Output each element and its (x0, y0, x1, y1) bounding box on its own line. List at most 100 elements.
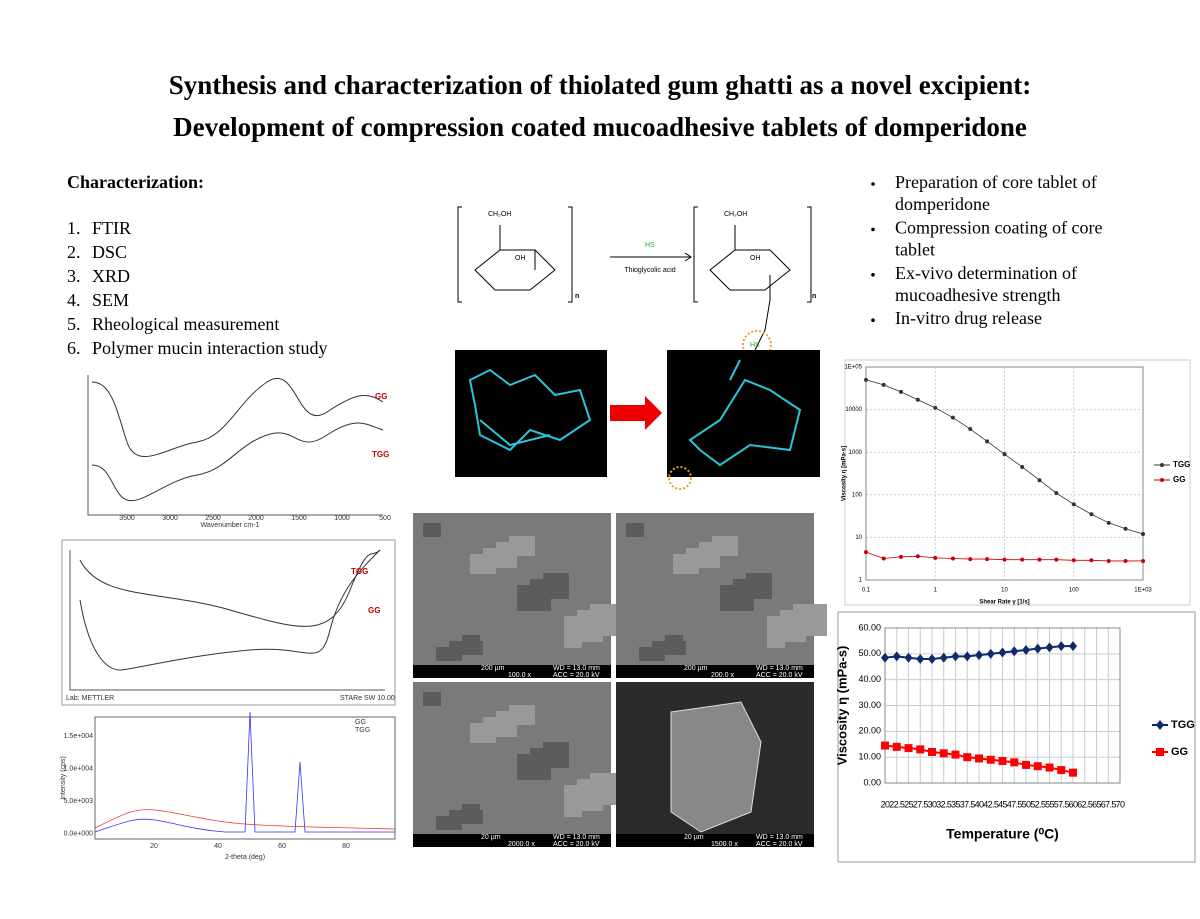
plot-frame (865, 366, 1144, 581)
point (1089, 558, 1094, 563)
sem-acc: ACC = 20.0 kV (553, 841, 600, 848)
arrow (610, 396, 662, 430)
sem-bar (413, 834, 611, 847)
particle (509, 705, 535, 725)
bullet (871, 318, 875, 323)
point (985, 439, 990, 444)
item-number: 6. (67, 338, 81, 358)
point (1002, 452, 1007, 457)
step-text: In-vitro drug release (895, 308, 1042, 328)
x-tick-label: 55 (1045, 799, 1054, 809)
sem-bar (616, 834, 814, 847)
x-axis-title: Temperature (⁰C) (946, 826, 1059, 842)
sem-bar (413, 665, 611, 678)
point (1045, 642, 1054, 653)
point (933, 405, 938, 410)
y-tick-label: 100 (852, 492, 863, 498)
model-bonds (688, 359, 802, 467)
tick-label: 2500 (205, 515, 221, 522)
legend-marker (1160, 478, 1164, 482)
legend-label: GG (1173, 475, 1185, 484)
point (881, 382, 886, 387)
point (975, 754, 983, 763)
point (1123, 526, 1128, 531)
point (1069, 768, 1077, 777)
step-line: mucoadhesive strength (895, 285, 1060, 305)
tick-label: 60 (278, 843, 286, 850)
particle (626, 523, 644, 537)
y-tick-label: 1 (859, 578, 863, 584)
point (1123, 558, 1128, 563)
item-text: Rheological measurement (92, 314, 279, 334)
point (1071, 558, 1076, 563)
particle (670, 701, 762, 833)
ftir-label: GG (375, 392, 387, 401)
point (1045, 763, 1054, 772)
particle (509, 536, 535, 556)
point (904, 652, 913, 663)
point (892, 742, 901, 751)
point (864, 550, 868, 555)
sem-mag: 100.0 x (508, 672, 531, 679)
particle (462, 804, 480, 818)
tick-label: 5.0e+003 (64, 798, 93, 805)
item-number: 5. (67, 314, 81, 334)
particle (746, 573, 772, 599)
point (892, 651, 901, 662)
particle (665, 635, 683, 649)
atom: n (812, 293, 816, 300)
x-tick-label: 32.5 (936, 799, 952, 809)
point (881, 741, 889, 750)
point (1037, 478, 1042, 483)
y-tick-label: 1000 (849, 450, 863, 456)
legend-label: TGG (1173, 460, 1190, 469)
x-tick-label: 37.5 (960, 799, 976, 809)
tick-label: 3500 (119, 515, 135, 522)
sem-acc: ACC = 20.0 kV (756, 672, 803, 679)
ftir-panel (87, 375, 384, 516)
dsc-footer: Lab: METTLER (66, 695, 114, 702)
x-tick-label: 25 (904, 799, 913, 809)
tick-label: 1000 (334, 515, 350, 522)
step-line: Preparation of core tablet of (895, 172, 1097, 192)
step-text: Compression coating of core tablet (895, 218, 1102, 260)
point (950, 415, 955, 420)
highlight (668, 466, 692, 490)
point (928, 748, 936, 756)
point (986, 648, 995, 659)
point (1054, 557, 1059, 562)
atom: CH₂OH (724, 211, 747, 218)
sem-mag: 1500.0 x (711, 841, 738, 848)
item-number: 3. (67, 266, 81, 286)
ftir-label: TGG (372, 450, 389, 459)
x-tick-label: 35 (951, 799, 960, 809)
particle (793, 604, 827, 636)
tick-label: 1500 (291, 515, 307, 522)
point (1033, 643, 1042, 654)
y-tick-label: 60.00 (858, 622, 881, 632)
sem-bar (616, 665, 814, 678)
x-axis-title: Shear Rate γ [1/s] (979, 600, 1029, 606)
tick-label: 2000 (248, 515, 264, 522)
legend-label: TGG (355, 727, 370, 734)
sem-scale: 200 µm (684, 665, 708, 672)
bullet (871, 273, 875, 277)
tick-label: 20 (150, 843, 158, 850)
sem-scale: 20 µm (481, 834, 501, 841)
y-tick-label: 50.00 (858, 648, 881, 658)
axis-title: Wavenumber cm-1 (201, 522, 260, 529)
point (968, 557, 973, 562)
step-text: Preparation of core tablet of domperidone (895, 172, 1097, 214)
atom: HS (645, 242, 655, 249)
point (968, 427, 973, 432)
model-bonds (468, 368, 592, 452)
axis-title: Intensity (cps) (60, 756, 67, 800)
point (998, 647, 1007, 658)
item-number: 4. (67, 290, 81, 310)
dsc-panel (61, 539, 396, 706)
point (1010, 646, 1019, 657)
model-image (667, 350, 820, 477)
step-line: tablet (895, 240, 935, 260)
point (881, 652, 889, 663)
point (915, 554, 920, 559)
